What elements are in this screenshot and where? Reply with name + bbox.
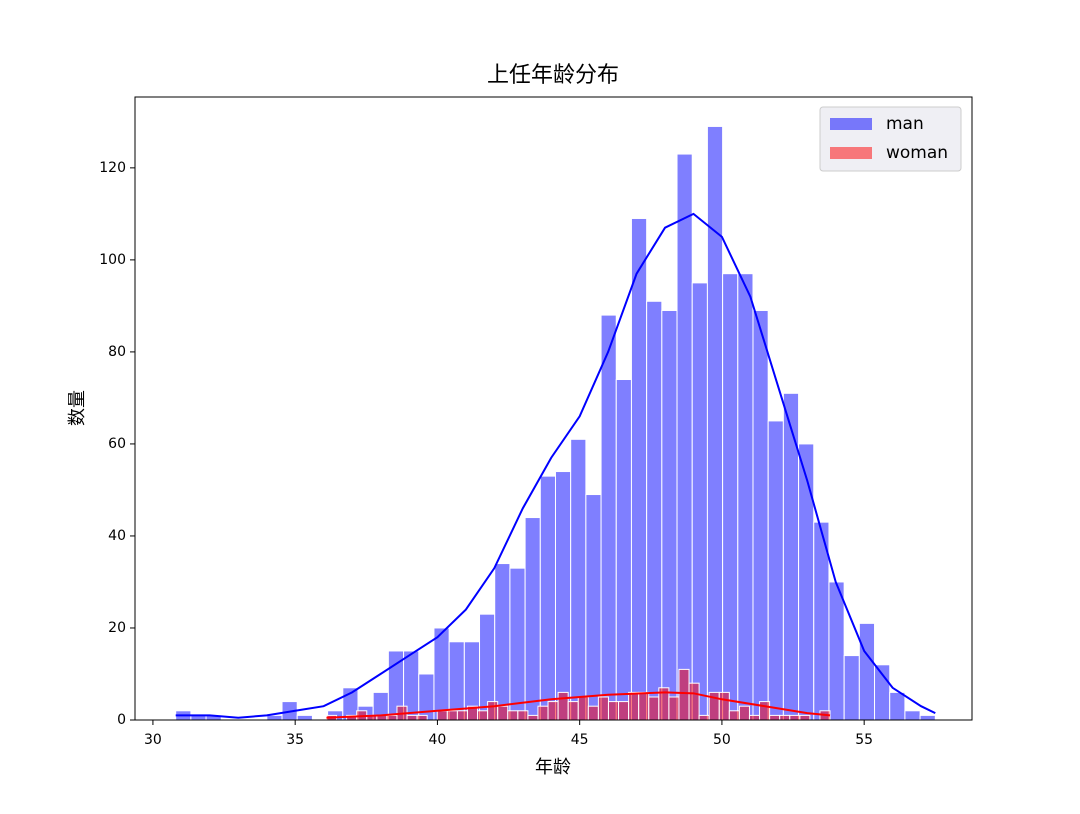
legend-label: woman xyxy=(886,143,948,163)
bar xyxy=(615,379,632,721)
kde-line xyxy=(326,691,831,719)
bar xyxy=(497,705,509,721)
bar xyxy=(597,696,609,721)
bar xyxy=(296,714,313,721)
bar xyxy=(678,668,690,721)
bar xyxy=(789,714,801,721)
bar xyxy=(722,273,739,721)
y-tick-label: 120 xyxy=(99,160,126,176)
legend-swatch xyxy=(830,118,872,130)
bar xyxy=(748,714,761,721)
bar xyxy=(798,443,815,721)
bar xyxy=(524,517,541,721)
kde-line xyxy=(175,212,936,719)
bar xyxy=(557,691,569,721)
bar xyxy=(618,701,630,721)
y-tick-label: 60 xyxy=(108,436,126,452)
bar xyxy=(630,217,648,721)
bar xyxy=(648,696,660,721)
bar xyxy=(769,714,781,721)
bar xyxy=(889,691,906,721)
bar xyxy=(585,494,602,721)
bar xyxy=(547,701,559,721)
bar xyxy=(737,273,754,721)
bar xyxy=(799,714,811,721)
bar xyxy=(567,701,579,721)
bar xyxy=(858,622,876,721)
bar xyxy=(779,714,791,721)
bar xyxy=(607,701,620,721)
bar xyxy=(600,314,617,721)
x-tick-label: 30 xyxy=(144,732,162,748)
bar xyxy=(718,691,730,721)
bar xyxy=(537,705,549,721)
x-tick-label: 40 xyxy=(429,732,447,748)
bar xyxy=(919,714,936,721)
bar xyxy=(691,282,708,721)
bar xyxy=(843,655,860,721)
legend: man woman xyxy=(819,106,962,172)
legend-swatch xyxy=(830,147,872,159)
bar xyxy=(487,701,499,721)
bar xyxy=(527,714,539,721)
legend-label: man xyxy=(886,114,924,134)
bar xyxy=(646,300,663,721)
bar xyxy=(706,125,724,721)
bar xyxy=(554,471,572,721)
bar xyxy=(570,438,587,721)
bar xyxy=(628,691,640,721)
bar xyxy=(494,563,511,721)
bar xyxy=(477,710,489,721)
bar xyxy=(904,710,921,721)
bar xyxy=(668,696,680,721)
bar xyxy=(638,691,650,721)
bar xyxy=(738,705,750,721)
bar xyxy=(688,682,700,721)
y-tick-label: 40 xyxy=(108,528,126,544)
x-tick-label: 45 xyxy=(571,732,589,748)
y-tick-label: 20 xyxy=(108,620,126,636)
bar xyxy=(728,710,740,721)
bar xyxy=(698,714,710,721)
bar xyxy=(416,714,428,721)
bar xyxy=(661,309,678,721)
x-tick-label: 35 xyxy=(286,732,304,748)
bar xyxy=(507,710,519,721)
bar xyxy=(509,567,526,721)
bar xyxy=(752,309,769,721)
bar xyxy=(828,581,845,721)
plot-frame xyxy=(134,96,973,721)
bar xyxy=(386,714,398,721)
bar xyxy=(266,714,283,721)
bar xyxy=(517,710,529,721)
bar xyxy=(759,701,771,721)
bar xyxy=(406,714,418,721)
y-tick-label: 0 xyxy=(117,712,126,728)
y-axis-label: 数量 xyxy=(67,390,88,426)
bar xyxy=(577,696,589,721)
x-tick-label: 50 xyxy=(713,732,731,748)
bar xyxy=(587,705,599,721)
chart-title: 上任年龄分布 xyxy=(487,63,619,88)
bar xyxy=(446,710,458,721)
bar xyxy=(676,153,693,721)
bar xyxy=(436,710,448,721)
y-tick-label: 100 xyxy=(99,252,126,268)
bar xyxy=(433,627,450,721)
bar xyxy=(539,475,556,721)
bar xyxy=(767,420,784,721)
y-tick-label: 80 xyxy=(108,344,126,360)
bar xyxy=(456,710,468,721)
x-axis-label: 年龄 xyxy=(535,757,571,778)
x-tick-label: 55 xyxy=(855,732,873,748)
